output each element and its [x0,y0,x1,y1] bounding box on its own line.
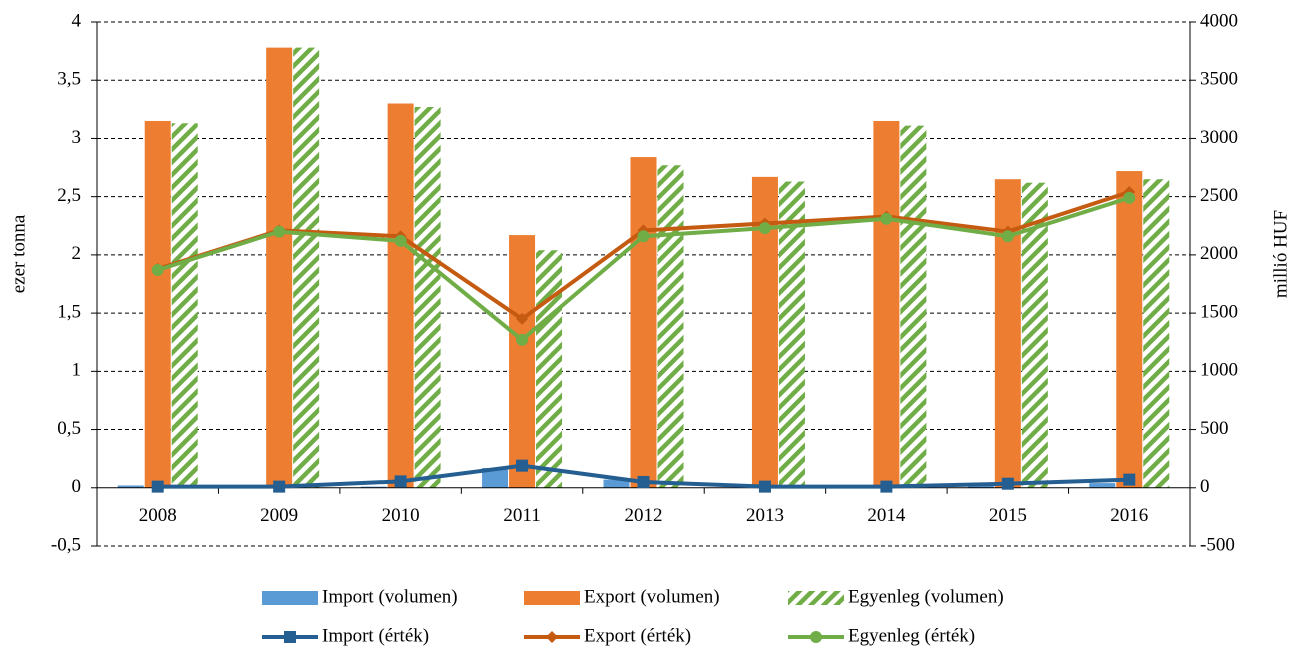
y-tick-label: 2,5 [57,185,81,206]
x-tick-label: 2009 [260,505,298,526]
y2-tick-label: 4000 [1200,10,1238,31]
marker [758,480,771,493]
y-tick-label: -0,5 [51,534,81,555]
bar [1143,179,1170,488]
marker [284,631,296,643]
bar [144,120,171,488]
marker [637,230,650,243]
marker [273,225,286,238]
y-tick-label: 3 [72,127,82,148]
marker [1123,473,1136,486]
y-tick-label: 1,5 [57,301,81,322]
marker [758,222,771,235]
marker [516,459,529,472]
y2-tick-label: -500 [1200,534,1235,555]
bar [293,47,320,488]
legend-swatch [262,591,318,605]
y2-tick-label: 2000 [1200,243,1238,264]
x-tick-label: 2011 [503,505,540,526]
bar [117,485,144,488]
bar [482,467,509,488]
bar [778,181,805,488]
bar [630,157,657,488]
bar [171,123,198,488]
bar [1021,182,1048,488]
legend-label: Egyenleg (volumen) [848,586,1004,607]
marker [516,312,529,325]
bar [1116,171,1143,488]
x-tick-label: 2012 [625,505,663,526]
marker [880,212,893,225]
marker [394,234,407,247]
x-tick-label: 2013 [746,505,784,526]
bar [266,47,293,488]
bar [900,125,927,488]
bar [414,107,441,488]
x-tick-label: 2008 [139,505,177,526]
bar [1089,483,1116,488]
y2-tick-label: 2500 [1200,185,1238,206]
x-tick-label: 2014 [867,505,906,526]
marker [637,475,650,488]
marker [1001,477,1014,490]
marker [516,333,529,346]
bar [873,120,900,488]
x-tick-label: 2010 [382,505,420,526]
y-tick-label: 4 [72,10,82,31]
bar [603,479,630,488]
marker [394,475,407,488]
legend-label: Import (érték) [322,625,429,646]
y2-tick-label: 3500 [1200,69,1238,90]
y-tick-label: 3,5 [57,69,81,90]
marker [1123,191,1136,204]
marker [880,480,893,493]
x-tick-label: 2015 [989,505,1027,526]
bar [360,486,387,488]
y2-tick-label: 1000 [1200,360,1238,381]
bar [967,485,994,488]
y2-axis-label: millió HUF [1270,210,1291,298]
x-tick-label: 2016 [1110,505,1148,526]
y2-tick-label: 1500 [1200,301,1238,322]
bar [994,179,1021,488]
y2-tick-label: 3000 [1200,127,1238,148]
bar [536,250,563,488]
y2-tick-label: 500 [1200,418,1229,439]
y-axis-label: ezer tonna [8,214,29,293]
legend-swatch [524,591,580,605]
legend-label: Export (volumen) [584,586,720,607]
legend-label: Export (érték) [584,625,691,646]
marker [810,631,822,643]
marker [151,264,164,277]
marker [151,480,164,493]
y-tick-label: 2 [72,243,82,264]
legend-label: Egyenleg (érték) [848,625,975,646]
y-tick-label: 0,5 [57,418,81,439]
marker [546,631,558,643]
bar [509,235,536,488]
legend-swatch [788,591,844,605]
marker [1001,230,1014,243]
y-tick-label: 0 [72,476,82,497]
y-tick-label: 1 [72,360,82,381]
legend-label: Import (volumen) [322,586,458,607]
bar [657,165,684,488]
bar [387,103,414,488]
y2-tick-label: 0 [1200,476,1210,497]
marker [273,480,286,493]
